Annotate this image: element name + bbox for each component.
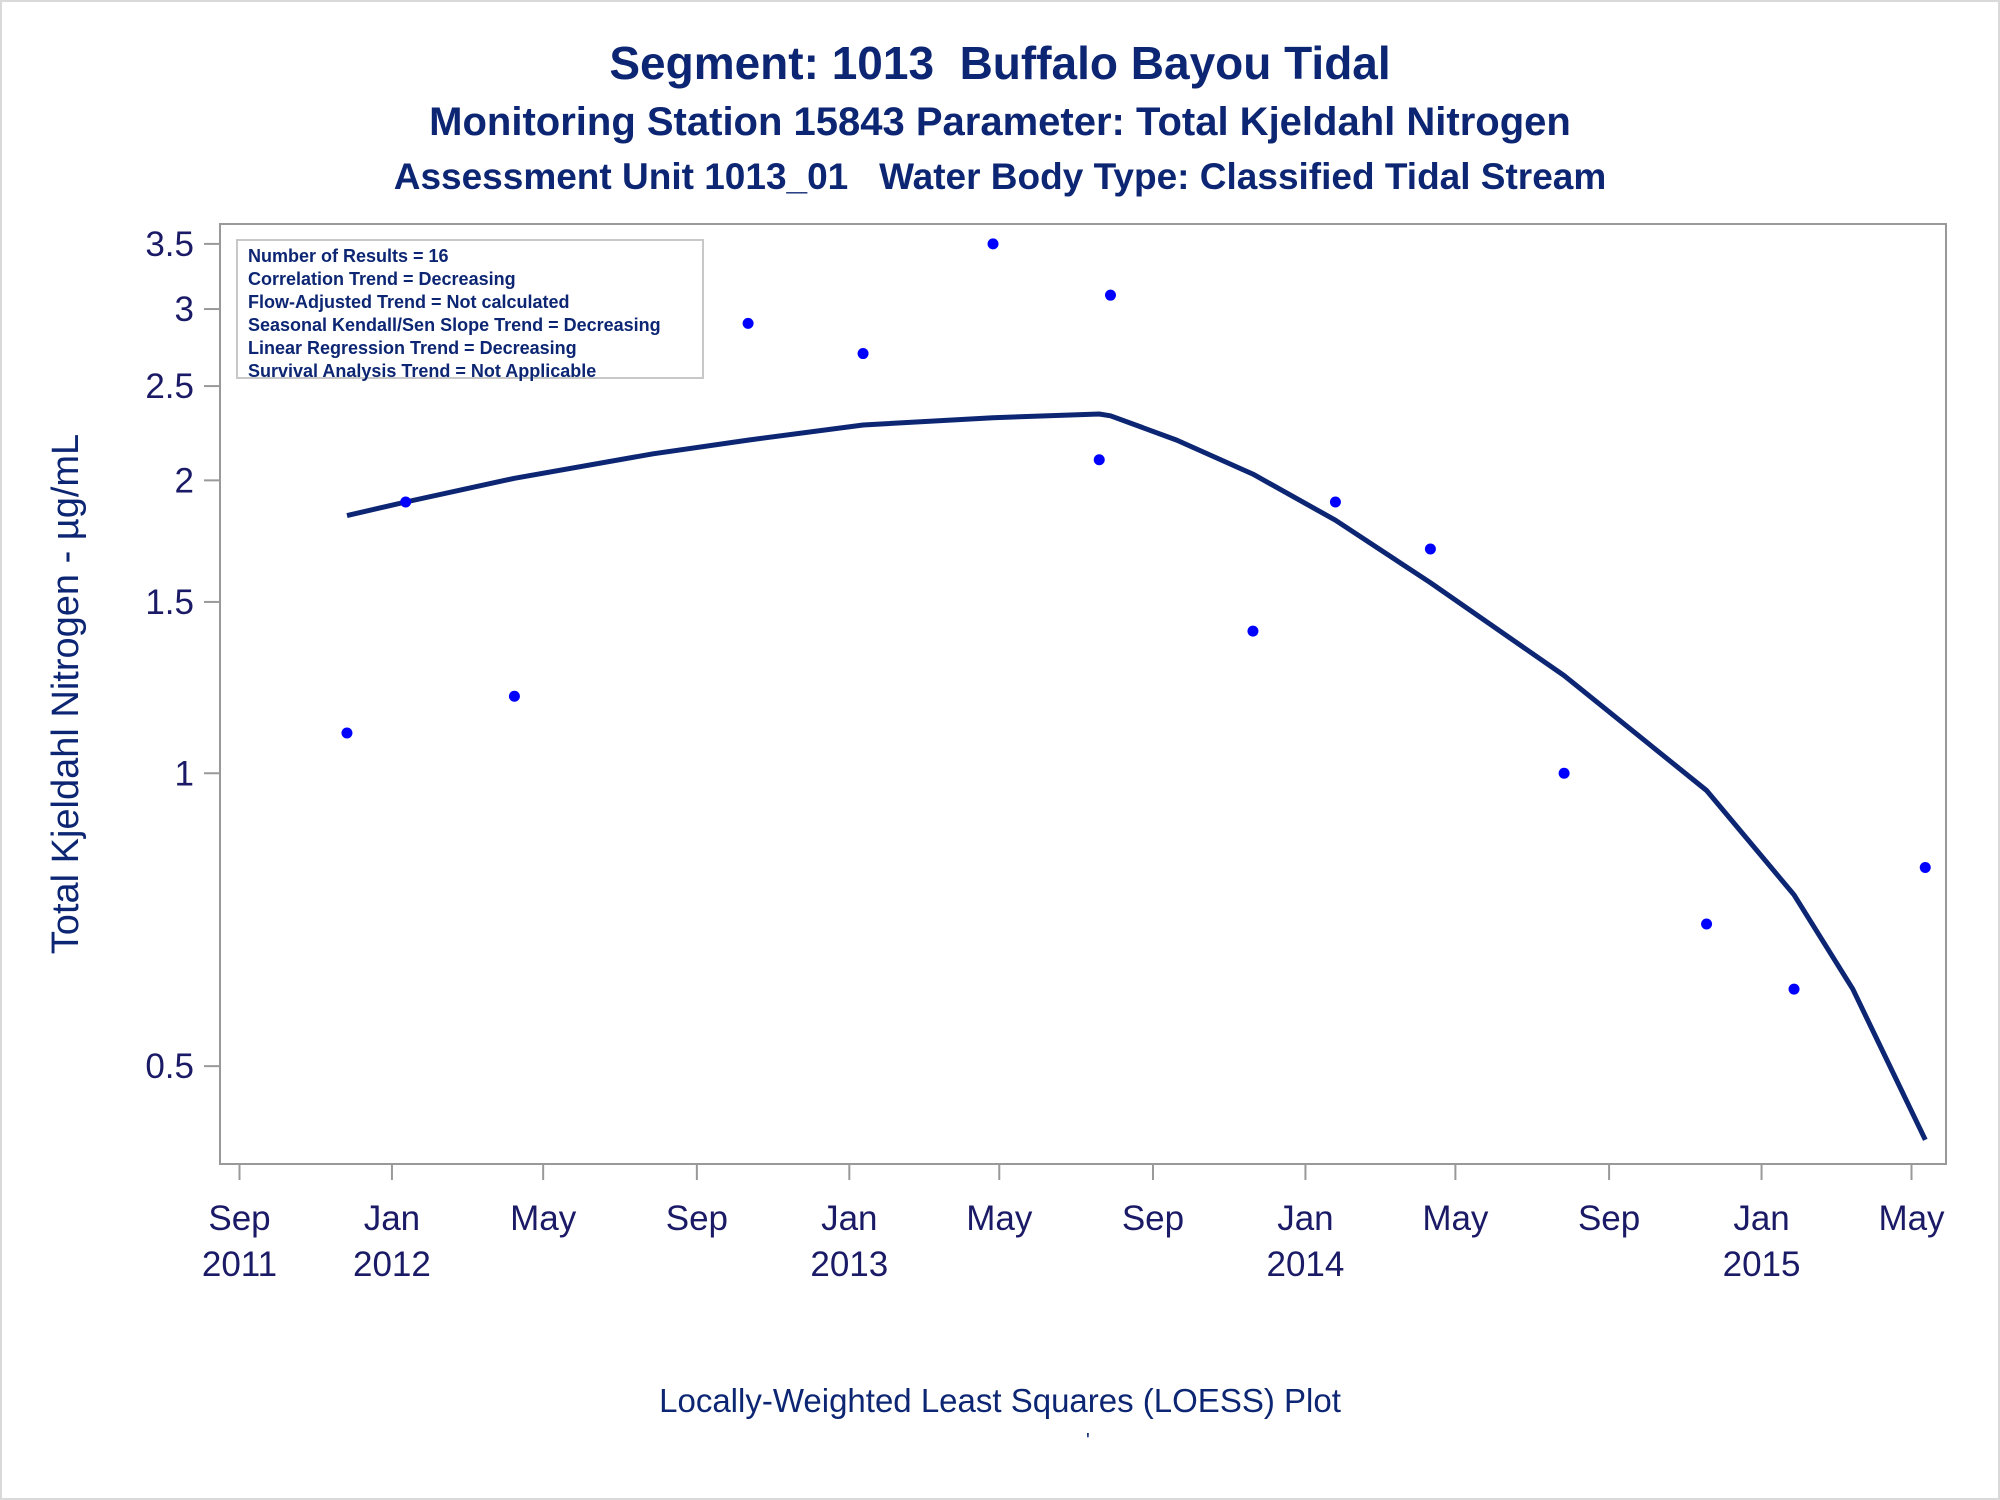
data-point [742,317,754,329]
x-tick-year-label: 2014 [1266,1245,1344,1284]
data-point [1093,454,1105,466]
stats-seasonal-kendall-trend: Seasonal Kendall/Sen Slope Trend = Decre… [248,315,661,335]
y-axis-title: Total Kjeldahl Nitrogen - µg/mL [45,434,87,954]
x-tick-label: May [1878,1199,1945,1238]
footnote-mark: ' [1086,1430,1090,1452]
data-point [857,348,869,360]
x-axis: Sep 2011 Jan 2012 May Sep Jan 2013 May Sep Jan 2014… [202,1163,1945,1284]
x-tick-label: Sep [1578,1199,1640,1238]
stats-correlation-trend: Correlation Trend = Decreasing [248,269,516,289]
x-tick-label: Jan [821,1199,877,1238]
trend-stats-box: Number of Results = 16 Correlation Trend… [236,239,704,381]
x-tick-year-label: 2011 [202,1245,277,1284]
y-tick-label: 3 [175,290,194,329]
x-tick-label: May [966,1199,1033,1238]
x-tick-label: Sep [666,1199,728,1238]
data-point [1104,289,1116,301]
stats-survival-analysis-trend: Survival Analysis Trend = Not Applicable [248,361,597,381]
chart-title: Segment: 1013 Buffalo Bayou Tidal [609,37,1391,89]
x-tick-label: May [510,1199,577,1238]
y-tick-label: 2.5 [145,367,194,406]
stats-result-count: Number of Results = 16 [248,246,449,266]
data-point [341,727,353,739]
data-point [1558,767,1570,779]
data-point [1424,543,1436,555]
loess-curve [346,411,1928,1141]
x-tick-year-label: 2012 [353,1245,431,1284]
y-tick-label: 1 [175,754,194,793]
y-tick-label: 3.5 [145,225,194,264]
x-tick-label: Sep [1122,1199,1184,1238]
data-point [1788,983,1800,995]
data-point [508,690,520,702]
chart-subtitle-station: Monitoring Station 15843 Parameter: Tota… [429,100,1571,144]
x-tick-label: Sep [208,1199,270,1238]
data-point [1919,862,1931,874]
chart-subtitle-assessment: Assessment Unit 1013_01 Water Body Type:… [393,156,1607,197]
x-tick-year-label: 2015 [1723,1245,1801,1284]
x-tick-year-label: 2013 [810,1245,888,1284]
y-axis: 0.5 1 1.5 2 2.5 3 3.5 [145,225,220,1086]
stats-flow-adjusted-trend: Flow-Adjusted Trend = Not calculated [248,292,570,312]
x-tick-label: Jan [1733,1199,1789,1238]
data-point [1329,496,1341,508]
x-tick-label: Jan [1277,1199,1333,1238]
stats-linear-regression-trend: Linear Regression Trend = Decreasing [248,338,577,358]
y-tick-label: 2 [175,461,194,500]
x-tick-label: Jan [364,1199,420,1238]
x-tick-label: May [1422,1199,1489,1238]
data-point [1247,625,1259,637]
data-point [400,496,412,508]
footnote: Locally-Weighted Least Squares (LOESS) P… [659,1382,1341,1419]
y-tick-label: 1.5 [145,583,194,622]
y-tick-label: 0.5 [145,1047,194,1086]
data-point [987,238,999,250]
data-point [1701,918,1713,930]
